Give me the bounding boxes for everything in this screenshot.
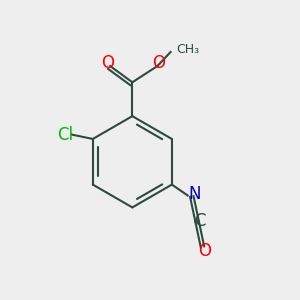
Text: Cl: Cl <box>57 125 73 143</box>
Text: C: C <box>194 212 205 230</box>
Text: CH₃: CH₃ <box>176 43 199 56</box>
Text: O: O <box>101 53 114 71</box>
Text: O: O <box>198 242 211 260</box>
Text: N: N <box>188 185 201 203</box>
Text: O: O <box>152 53 165 71</box>
